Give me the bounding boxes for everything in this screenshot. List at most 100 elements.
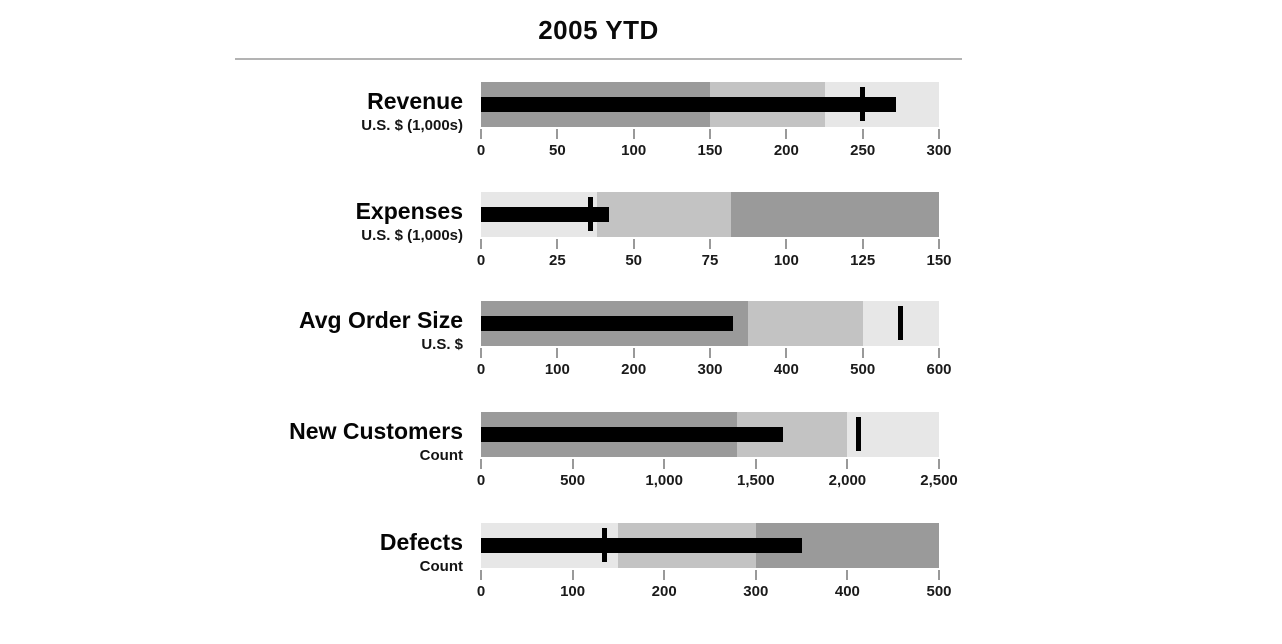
metric-name: Avg Order Size: [298, 307, 463, 333]
metric-name: Revenue: [367, 88, 463, 114]
chart-title: 2005 YTD: [538, 15, 659, 45]
axis-tick: [938, 459, 940, 469]
axis-tick-label: 400: [834, 583, 860, 600]
axis-tick: [632, 348, 635, 358]
range-band-light: [847, 412, 939, 457]
axis-tick: [785, 239, 788, 249]
axis-tick-label: 100: [560, 583, 586, 600]
axis-tick: [571, 570, 574, 580]
measure-bar: [481, 427, 784, 442]
axis-tick-label: 200: [773, 142, 799, 159]
axis-tick: [846, 459, 849, 469]
axis-tick-label: 300: [926, 142, 952, 159]
axis-tick-label: 2,000: [828, 472, 867, 489]
axis-tick: [632, 239, 635, 249]
metric-unit: Count: [419, 447, 463, 464]
axis-tick-label: 100: [773, 252, 799, 269]
target-marker: [588, 197, 594, 231]
axis-tick-label: 0: [476, 583, 486, 600]
axis-tick: [938, 129, 940, 139]
axis-tick: [754, 570, 757, 580]
measure-bar: [481, 207, 610, 222]
axis-tick: [480, 239, 482, 249]
bullet-plot: 0 100 200 300 400 500 600: [477, 301, 952, 378]
axis-tick-label: 200: [651, 583, 677, 600]
target-marker: [860, 87, 866, 121]
axis-tick: [556, 239, 559, 249]
measure-bar: [481, 538, 802, 553]
axis-tick: [663, 459, 666, 469]
axis-tick: [663, 570, 666, 580]
axis-tick-label: 0: [476, 361, 486, 378]
target-marker: [855, 417, 861, 451]
axis-tick-label: 250: [850, 142, 876, 159]
axis-tick-label: 50: [548, 142, 566, 159]
axis-tick: [709, 239, 711, 249]
axis-tick-label: 300: [743, 583, 769, 600]
axis-tick: [785, 348, 788, 358]
metric-unit: U.S. $ (1,000s): [361, 227, 463, 244]
measure-bar: [481, 97, 897, 112]
bullet-plot: 0 500 1,000 1,500 2,000 2,500: [477, 412, 958, 489]
axis-tick-label: 0: [476, 252, 486, 269]
axis-tick-label: 1,000: [645, 472, 683, 489]
axis-tick: [754, 459, 757, 469]
axis-tick: [938, 239, 940, 249]
range-band-medium: [748, 301, 863, 346]
range-band-dark: [731, 192, 939, 237]
metric-labels: Expenses U.S. $ (1,000s): [83, 198, 463, 244]
axis-tick-label: 1,500: [737, 472, 775, 489]
axis-tick: [480, 459, 482, 469]
target-marker: [898, 306, 904, 340]
metric-name: Expenses: [355, 198, 463, 224]
axis-tick-label: 25: [548, 252, 566, 269]
range-band-medium: [597, 192, 732, 237]
metric-unit: Count: [419, 558, 463, 575]
bullet-plot: 0 50 100 150 200 250 300: [477, 82, 952, 159]
axis-tick: [861, 239, 864, 249]
axis-tick-label: 500: [926, 583, 952, 600]
axis-tick-label: 300: [697, 361, 723, 378]
axis-tick: [480, 348, 482, 358]
axis-tick-label: 50: [625, 252, 642, 269]
axis-tick-label: 500: [850, 361, 876, 378]
axis-tick-label: 150: [697, 142, 723, 159]
axis-tick: [861, 348, 864, 358]
axis-tick-label: 125: [850, 252, 876, 269]
axis-tick: [861, 129, 864, 139]
axis-tick-label: 100: [544, 361, 570, 378]
target-marker: [602, 528, 608, 562]
metric-unit: U.S. $: [421, 336, 463, 353]
axis-tick: [938, 348, 940, 358]
axis-tick: [571, 459, 574, 469]
axis-tick-label: 0: [476, 142, 486, 159]
bullet-plot: 0 25 50 75 100 125 150: [477, 192, 952, 269]
measure-bar: [481, 316, 733, 331]
axis-tick: [785, 129, 788, 139]
axis-tick-label: 100: [621, 142, 647, 159]
axis-tick-label: 500: [560, 472, 586, 489]
metric-labels: New Customers Count: [83, 418, 463, 464]
axis-tick-label: 2,500: [920, 472, 958, 489]
axis-tick-label: 75: [701, 252, 719, 269]
title-divider: [235, 58, 962, 60]
axis-tick: [632, 129, 635, 139]
axis-tick: [938, 570, 940, 580]
axis-tick: [556, 348, 559, 358]
axis-tick-label: 150: [926, 252, 952, 269]
metric-name: Defects: [379, 529, 463, 555]
axis-tick-label: 400: [773, 361, 799, 378]
axis-tick: [480, 129, 482, 139]
axis-tick: [480, 570, 482, 580]
axis-tick: [846, 570, 849, 580]
axis-tick: [556, 129, 559, 139]
bullet-plot: 0 100 200 300 400 500: [477, 523, 952, 600]
axis-tick-label: 600: [926, 361, 952, 378]
metric-labels: Revenue U.S. $ (1,000s): [83, 88, 463, 134]
axis-tick: [709, 129, 711, 139]
axis-tick-label: 200: [621, 361, 647, 378]
axis-tick: [709, 348, 711, 358]
metric-labels: Defects Count: [83, 529, 463, 575]
metric-name: New Customers: [289, 418, 463, 444]
